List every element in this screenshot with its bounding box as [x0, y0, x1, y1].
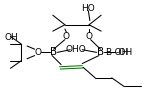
Text: -OH: -OH	[116, 48, 133, 57]
Text: B-OH: B-OH	[105, 48, 128, 57]
Text: B: B	[97, 47, 104, 57]
Text: O: O	[34, 48, 41, 57]
Text: O: O	[63, 32, 70, 41]
Text: O: O	[86, 32, 93, 41]
Text: OH: OH	[4, 33, 18, 42]
Text: B: B	[50, 47, 57, 57]
Text: OHO: OHO	[66, 45, 87, 54]
Text: HO: HO	[81, 4, 95, 13]
